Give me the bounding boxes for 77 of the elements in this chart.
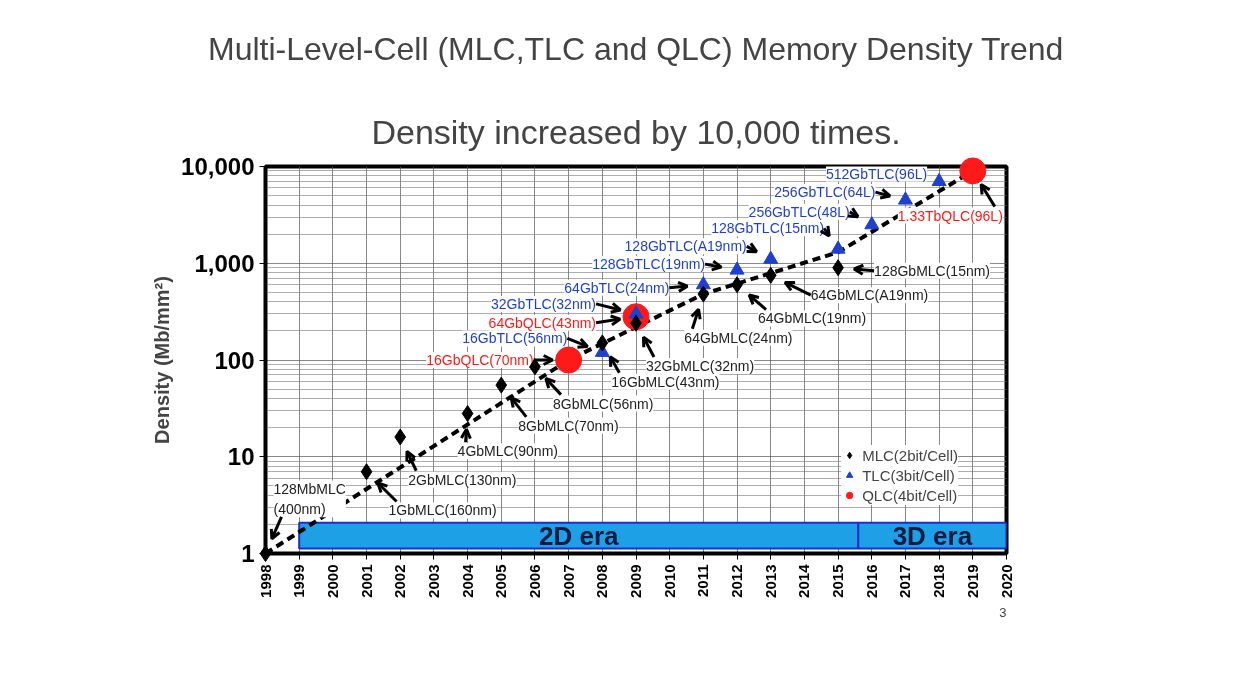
y-tick-label: 1 [241,540,255,567]
point [830,240,846,254]
x-tick-label: 1999 [290,564,308,598]
annotation: 64GbMLC(A19nm) [810,287,929,304]
x-tick-label: 2006 [525,564,543,598]
point [959,157,987,185]
x-tick-label: 2012 [728,564,746,598]
annotation: 64GbMLC(19nm) [758,310,867,327]
annotation: 8GbMLC(56nm) [552,395,654,412]
x-tick-label: 2018 [930,564,948,598]
annotation: 8GbMLC(70nm) [518,417,619,434]
annotation: 16GbTLC(56nm) [462,330,568,347]
x-tick-label: 2010 [660,564,678,598]
x-tick-label: 1998 [256,564,274,598]
legend-label: MLC(2bit/Cell) [862,446,958,464]
y-tick-label: 1,000 [194,249,255,277]
x-tick-label: 2008 [593,564,611,598]
x-tick-label: 2004 [458,563,476,598]
x-tick-label: 2001 [357,564,375,598]
y-axis-title: Density (Mb/mm²) [151,276,174,444]
point [864,216,880,230]
annotation: 64GbTLC(24nm) [564,279,670,296]
annotation: 4GbMLC(90nm) [457,443,558,460]
point [697,285,710,303]
annotation: 2GbMLC(130nm) [408,471,517,488]
x-tick-label: 2005 [492,564,510,598]
x-tick-label: 2007 [559,564,577,598]
annotation: 256GbTLC(48L) [748,203,850,220]
annotation: 32GbMLC(32nm) [646,357,755,374]
point [461,404,474,422]
point [360,463,373,481]
y-tick-label: 10,000 [181,153,255,180]
text: 3 [999,604,1007,620]
annotation: 128MbMLC (400nm) [273,480,346,518]
annotation: 16GbQLC(70nm) [426,352,534,368]
annotation: 32GbTLC(32nm) [490,295,597,312]
point [259,545,272,562]
x-tick-label: 2019 [963,564,981,598]
annotation: 128GbMLC(15nm) [874,262,991,279]
annotation: 64GbQLC(43nm) [488,314,597,331]
annotation: 128GbTLC(19nm) [592,256,706,273]
x-tick-label: 2009 [627,564,644,598]
x-tick-label: 2013 [761,564,779,598]
annotation: 512GbTLC(96L) [825,165,928,182]
x-tick-label: 2014 [795,563,813,598]
point [763,250,779,264]
annotation: 1GbMLC(160nm) [388,502,497,519]
point [495,376,508,394]
point [555,346,583,374]
band-label: 3D era [892,520,973,551]
point [394,428,407,446]
x-tick-label: 2015 [829,564,847,598]
legend-label: QLC(4bit/Cell) [862,486,958,504]
point [931,172,947,187]
x-tick-label: 2016 [862,564,880,598]
point [729,261,745,275]
band-label: 2D era [538,520,620,551]
annotation: 64GbMLC(24nm) [684,329,793,346]
point [596,334,609,352]
chart-title: Multi-Level-Cell (MLC,TLC and QLC) Memory Density Trend [208,30,1064,67]
annotation: 128GbTLC(15nm) [711,220,825,237]
x-tick-label: 2000 [323,564,341,598]
point [897,191,913,205]
annotation: 256GbTLC(64L) [774,184,876,201]
x-tick-label: 2011 [694,564,712,598]
annotation: 128GbTLC(A19nm) [624,238,747,255]
y-tick-label: 10 [227,443,255,471]
annotation: 1.33TbQLC(96L) [897,207,1003,224]
annotation: 16GbMLC(43nm) [611,373,720,390]
chart-subtitle: Density increased by 10,000 times. [371,112,901,151]
x-tick-label: 2002 [391,564,409,598]
point [764,266,777,284]
legend-label: TLC(3bit/Cell) [862,466,955,484]
x-tick-label: 2020 [997,564,1015,598]
x-tick-label: 2003 [424,564,442,598]
x-tick-label: 2017 [896,564,914,598]
y-tick-label: 100 [214,346,255,374]
